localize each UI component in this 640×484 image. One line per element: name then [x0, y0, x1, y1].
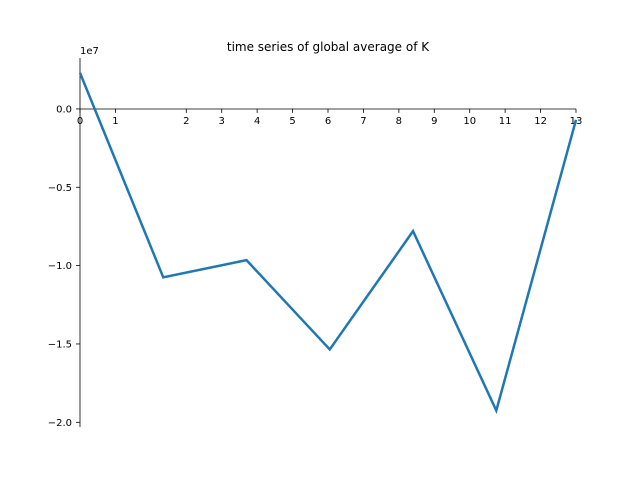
y-tick-label: −1.5 [48, 339, 72, 350]
x-tick-label: 12 [534, 116, 547, 127]
x-tick-label: 3 [219, 116, 225, 127]
x-tick-label: 5 [289, 116, 295, 127]
x-tick-label: 10 [463, 116, 476, 127]
series-line [78, 72, 578, 415]
x-tick-label: 4 [254, 116, 260, 127]
x-tick-label: 0 [77, 116, 83, 127]
x-tick-label: 8 [396, 116, 402, 127]
y-ticks: 0.0 −0.5 −1.0 −1.5 −2.0 [48, 104, 80, 429]
x-tick-label: 2 [183, 116, 189, 127]
series-layer [78, 72, 578, 415]
x-tick-label: 1 [112, 116, 118, 127]
x-tick-label: 6 [325, 116, 331, 127]
y-tick-label: 0.0 [56, 104, 72, 115]
x-tick-label: 7 [360, 116, 366, 127]
y-tick-label: −1.0 [48, 261, 72, 272]
chart-title: time series of global average of K [227, 40, 430, 54]
y-offset-label: 1e7 [80, 46, 99, 57]
x-ticks: 0 1 2 3 4 5 6 7 8 9 10 11 12 13 [77, 108, 582, 127]
y-tick-label: −2.0 [48, 418, 72, 429]
x-tick-label: 9 [431, 116, 437, 127]
x-tick-label: 11 [499, 116, 512, 127]
y-tick-label: −0.5 [48, 183, 72, 194]
